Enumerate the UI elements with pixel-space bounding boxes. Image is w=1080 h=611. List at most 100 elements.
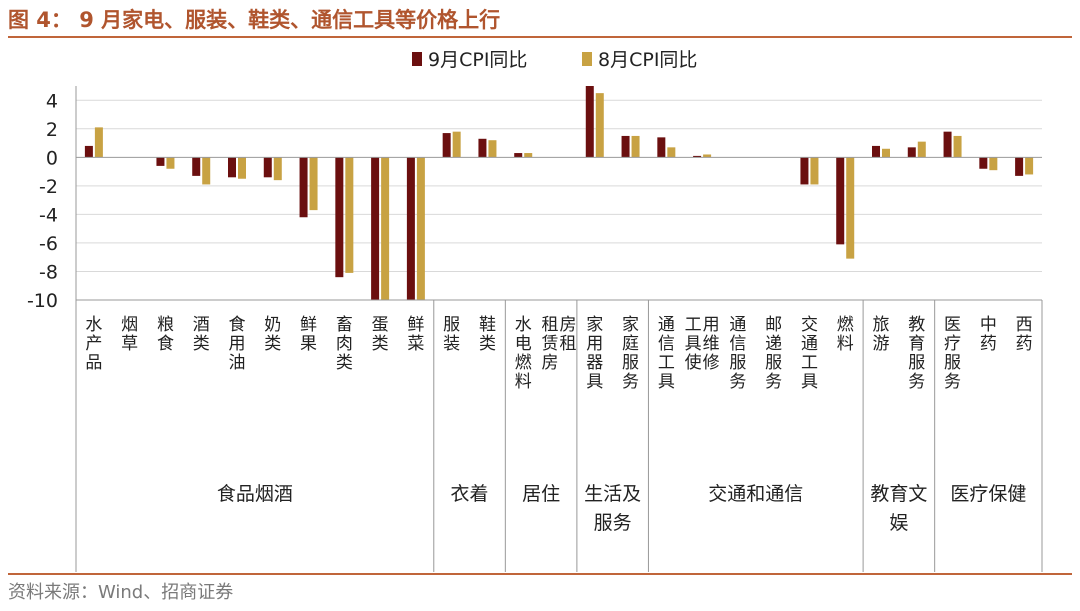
bar-aug [345, 157, 354, 273]
bar-aug [238, 157, 246, 179]
category-label-char: 类 [264, 334, 281, 354]
category-label-char: 类 [479, 334, 496, 354]
category-label-char: 服 [765, 353, 782, 373]
category-label: 粮食 [157, 315, 174, 354]
bar-aug [631, 135, 640, 158]
category-label-char: 递 [765, 334, 782, 354]
bar-sep [907, 147, 916, 158]
category-label-char: 房 [560, 315, 577, 335]
bar-aug [917, 141, 926, 158]
bar-aug [488, 140, 497, 158]
group-label: 食品烟酒 [217, 483, 293, 505]
category-label-char: 育 [908, 334, 925, 354]
y-tick-labels: 4 2 0 -2 -4 -6 -8 -10 [27, 90, 58, 312]
category-label-char: 药 [1016, 334, 1033, 354]
bar-sep [406, 157, 415, 300]
category-label-char: 服 [729, 353, 746, 373]
bar-aug [846, 157, 855, 259]
category-label-char: 畜 [336, 315, 353, 335]
category-label-char: 信 [729, 334, 746, 354]
y-tick-label: -6 [39, 233, 58, 255]
legend-swatch [582, 52, 592, 66]
category-label-char: 鞋 [479, 315, 496, 335]
legend: 9月CPI同比 8月CPI同比 [412, 49, 697, 71]
bar-aug [667, 147, 676, 158]
category-label-char: 类 [372, 334, 389, 354]
bar-sep [1015, 157, 1024, 176]
category-label: 西药 [1016, 315, 1033, 354]
category-label: 畜肉类 [336, 315, 353, 373]
category-label-char: 粮 [157, 315, 174, 335]
category-label-char: 通 [801, 334, 818, 354]
category-label-char: 类 [336, 353, 353, 373]
bar-sep [335, 157, 344, 278]
category-label-char: 教 [908, 315, 925, 335]
y-tick-label: -8 [39, 261, 58, 283]
group-label-line: 医疗保健 [950, 483, 1026, 505]
category-label-char: 燃 [837, 315, 854, 335]
category-label-char: 菜 [407, 334, 424, 354]
grid-lines [76, 99, 1042, 301]
bar-sep [514, 153, 523, 158]
category-label-char: 交 [801, 315, 818, 335]
bar-sep [263, 157, 272, 178]
legend-entry: 9月CPI同比 [412, 49, 527, 71]
category-label-char: 服 [443, 315, 460, 335]
bar-aug [810, 157, 819, 185]
y-tick-label: -2 [39, 176, 58, 198]
category-label-char: 用 [229, 334, 246, 354]
category-label-char: 产 [85, 334, 102, 354]
bar-sep [84, 145, 93, 158]
category-label-char: 信 [658, 334, 675, 354]
legend-entry: 8月CPI同比 [582, 49, 697, 71]
category-label-char: 具 [586, 372, 603, 392]
category-label-char: 工 [801, 353, 818, 373]
category-label-char: 具 [685, 334, 702, 354]
category-label: 燃料 [837, 315, 854, 354]
bar-sep [192, 157, 201, 176]
title-rule [8, 36, 1072, 38]
category-label-char: 庭 [622, 334, 639, 354]
category-label-char: 用 [703, 315, 720, 335]
category-label-char: 疗 [944, 334, 961, 354]
bars [84, 86, 1034, 300]
category-label-char: 工 [685, 315, 702, 335]
category-label-char: 西 [1016, 315, 1033, 335]
group-label: 衣着 [451, 483, 489, 505]
category-label-char: 维 [703, 334, 720, 354]
category-label: 服装 [443, 315, 460, 354]
category-label-char: 食 [157, 334, 174, 354]
category-label-char: 油 [229, 353, 246, 373]
group-label-line: 服务 [594, 512, 632, 534]
bar-sep [657, 137, 666, 158]
bar-sep [228, 157, 236, 178]
y-tick-label: 0 [46, 147, 58, 169]
category-label-char: 务 [622, 372, 639, 392]
category-label-char: 工 [658, 353, 675, 373]
category-labels: 水产品烟草粮食酒类食用油奶类鲜果畜肉类蛋类鲜菜服装鞋类水电燃料租赁房房租家用器具… [85, 315, 1032, 392]
category-label-char: 料 [515, 372, 532, 392]
category-label: 鲜菜 [407, 315, 424, 354]
category-label: 通信工具 [658, 315, 675, 392]
group-label-line: 教育文 [870, 483, 927, 505]
bar-sep [872, 145, 880, 158]
bar-sep [693, 155, 702, 158]
category-label-char: 类 [193, 334, 210, 354]
category-label: 旅游 [873, 315, 890, 354]
cpi-bar-chart: 420-2-4-6-8-10 水产品烟草粮食酒类食用油奶类鲜果畜肉类蛋类鲜菜服装… [27, 49, 1043, 572]
category-label-char: 修 [703, 353, 720, 373]
legend-label: 8月CPI同比 [598, 49, 697, 71]
category-label-char: 中 [980, 315, 997, 335]
category-label-char: 装 [443, 334, 460, 354]
category-label: 水产品 [85, 315, 102, 373]
bar-aug [273, 157, 282, 181]
